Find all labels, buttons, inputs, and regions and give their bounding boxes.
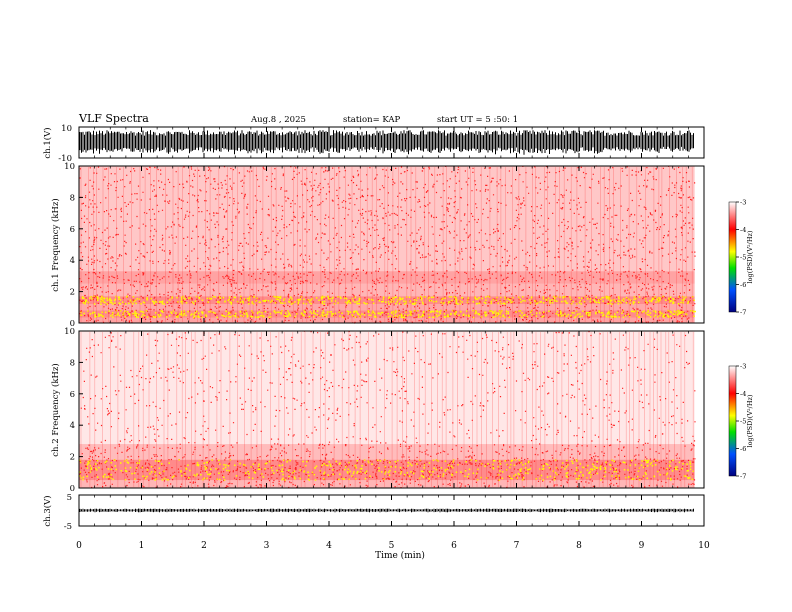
ch2-colorbar-tick-label-1: -4 xyxy=(740,390,746,398)
ch2-spec-speckle-3 xyxy=(80,330,696,445)
ch1-ytick-bottom: -10 xyxy=(58,154,72,164)
x-axis-ticks: 0 1 2 3 4 5 6 7 8 9 10 xyxy=(76,127,710,551)
ch3-waveform-trace xyxy=(79,508,694,513)
x-tick-label-7: 7 xyxy=(514,541,520,551)
ch3-waveform-line xyxy=(79,508,694,513)
ch1-spectrogram-yticks: 0 2 4 6 8 10 xyxy=(64,162,83,329)
ch2-colorbar-ticks: -3 -4 -5 -6 -7 xyxy=(736,363,746,481)
x-tick-label-1: 1 xyxy=(139,541,145,551)
ch1-spec-speckle-6 xyxy=(79,165,696,272)
date-label: Aug.8 , 2025 xyxy=(251,115,306,125)
ch2-spec-ytick-tick-label-4: 8 xyxy=(70,358,75,368)
x-tick-label-4: 4 xyxy=(326,541,332,551)
ch1-spec-band-5 xyxy=(79,271,695,284)
ch2-colorbar-tick-label-2: -5 xyxy=(740,418,746,426)
ch2-colorbar xyxy=(728,365,737,477)
ch1-spec-ytick-tick-label-1: 2 xyxy=(70,288,75,298)
ch1-spec-ytick-tick-label-0: 0 xyxy=(70,319,75,329)
ch1-spec-speckle-2 xyxy=(87,303,694,311)
x-tick-label-10: 10 xyxy=(698,541,710,551)
ch1-spec-hot-1 xyxy=(80,309,696,319)
x-tick-label-8: 8 xyxy=(576,541,582,551)
ch1-colorbar-tick-label-3: -6 xyxy=(740,281,746,289)
x-tick-label-3: 3 xyxy=(264,541,270,551)
ch1-colorbar-label: log(PSD)(V²/Hz) xyxy=(746,230,754,283)
ch1-spec-ytick-tick-label-3: 6 xyxy=(70,225,75,235)
x-tick-label-0: 0 xyxy=(76,541,82,551)
x-axis-label: Time (min) xyxy=(375,550,425,561)
x-tick-label-6: 6 xyxy=(451,541,457,551)
ch1-spec-band-2 xyxy=(79,304,695,311)
ch2-spec-speckle-2 xyxy=(81,443,696,461)
x-tick-label-9: 9 xyxy=(639,541,645,551)
ch1-colorbar-tick-label-2: -5 xyxy=(740,254,746,262)
ch2-colorbar-tick-label-3: -6 xyxy=(740,445,746,453)
ch2-spec-speckle-1 xyxy=(79,459,696,481)
ch2-colorbar-label: log(PSD)(V²/Hz) xyxy=(746,394,754,447)
ch2-spec-hot-1 xyxy=(79,459,694,481)
ch1-colorbar-tick-label-1: -4 xyxy=(740,226,746,234)
ch1-colorbar xyxy=(728,201,737,313)
ch1-spectrogram-image xyxy=(79,165,696,324)
ch2-spectrogram-yticks: 0 2 4 6 8 10 xyxy=(64,327,83,494)
ch2-spec-ytick-tick-label-5: 10 xyxy=(64,327,75,337)
ch3-ytick-top: 5 xyxy=(67,493,72,503)
ch1-spectrogram-ylabel: ch.1 Frequency (kHz) xyxy=(50,198,61,291)
ch2-colorbar-tick-label-0: -3 xyxy=(740,363,746,371)
station-label: station= KAP xyxy=(343,115,401,125)
chart-title: VLF Spectra xyxy=(79,112,149,125)
ch1-spec-speckle-0 xyxy=(86,316,690,324)
ch1-spec-ytick-tick-label-4: 8 xyxy=(70,193,75,203)
ch1-ytick-top: 10 xyxy=(61,124,72,134)
ch1-waveform-trace xyxy=(79,130,694,155)
ch3-ytick-bottom: -5 xyxy=(64,522,72,532)
ch1-spec-band-6 xyxy=(79,166,695,272)
ch1-spec-band-3 xyxy=(79,296,695,305)
ch1-colorbar-tick-label-4: -7 xyxy=(740,309,746,317)
ch2-spec-band-0 xyxy=(79,480,695,488)
ch1-colorbar-ticks: -3 -4 -5 -6 -7 xyxy=(736,199,746,317)
ch1-spec-speckle-4 xyxy=(81,283,691,297)
start-time-label: start UT = 5 :50: 1 xyxy=(437,115,519,125)
ch1-spec-streaks xyxy=(80,167,693,322)
ch1-spec-band-1 xyxy=(79,310,695,318)
ch1-spec-ytick-tick-label-2: 4 xyxy=(70,256,75,266)
x-tick-label-2: 2 xyxy=(201,541,207,551)
ch2-spec-ytick-tick-label-3: 6 xyxy=(70,390,75,400)
ch1-colorbar-tick-label-0: -3 xyxy=(740,199,746,207)
ch2-spectrogram-ylabel: ch.2 Frequency (kHz) xyxy=(50,363,61,456)
ch2-spec-streaks xyxy=(80,332,694,487)
ch2-spectrogram-image xyxy=(79,330,696,489)
ch2-spec-ytick-tick-label-1: 2 xyxy=(70,453,75,463)
ch3-ylabel: ch.3(V) xyxy=(42,495,53,526)
ch2-spec-ytick-tick-label-0: 0 xyxy=(70,484,75,494)
ch1-spec-ytick-tick-label-5: 10 xyxy=(64,162,75,172)
ch1-spec-speckle-5 xyxy=(79,270,689,285)
ch1-spec-hot-3 xyxy=(81,295,695,305)
ch2-colorbar-tick-label-4: -7 xyxy=(740,473,746,481)
ch2-spec-ytick-tick-label-2: 4 xyxy=(70,421,75,431)
ch2-spec-band-3 xyxy=(79,331,695,445)
x-minor-ticks xyxy=(78,127,689,526)
ch1-ylabel: ch.1(V) xyxy=(42,127,53,158)
ch1-waveform-line xyxy=(79,130,694,155)
ch1-spec-band-0 xyxy=(79,317,695,323)
x-tick-label-5: 5 xyxy=(389,541,395,551)
ch1-spec-band-4 xyxy=(79,283,695,297)
